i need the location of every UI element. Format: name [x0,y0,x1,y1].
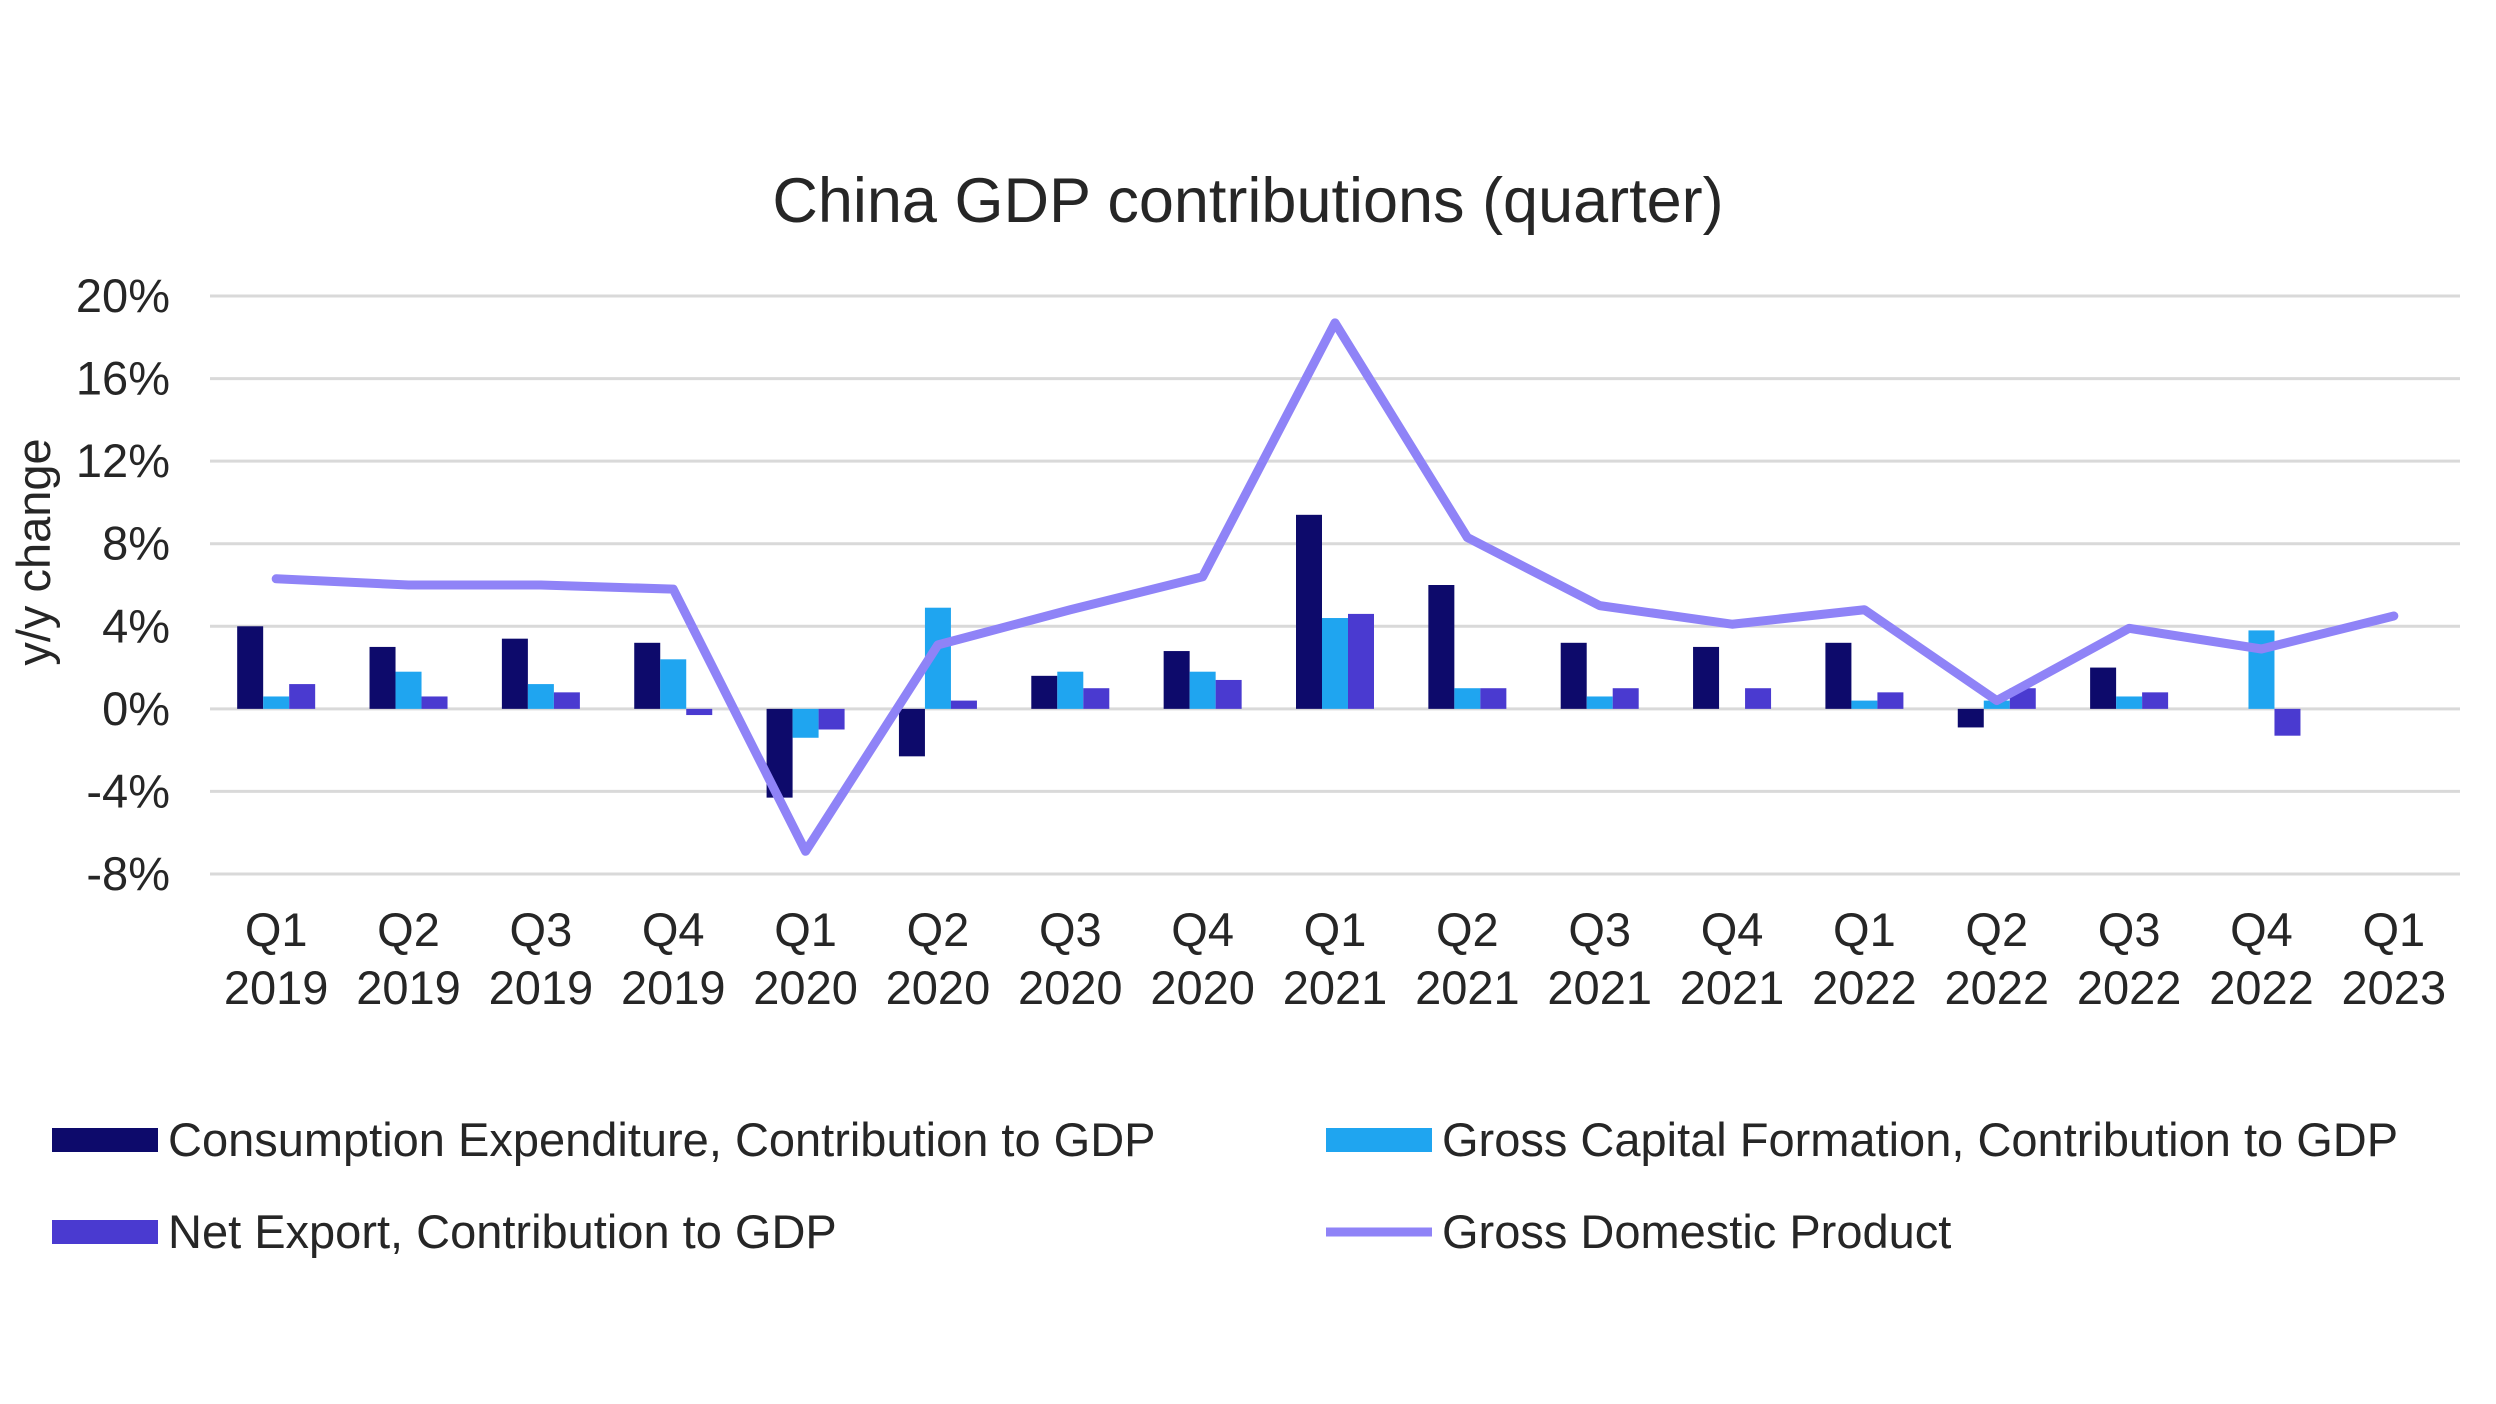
bar [1851,700,1878,709]
y-tick-label: 20% [76,269,170,322]
bar [1189,671,1216,709]
bar [1825,642,1852,709]
x-tick-label: Q4 [642,903,705,956]
legend: Consumption Expenditure, Contribution to… [52,1113,2398,1258]
bar [2090,667,2117,709]
bar [1612,688,1639,709]
legend-label: Net Export, Contribution to GDP [168,1205,837,1258]
x-tick-label: 2022 [2209,961,2314,1014]
x-tick-label: 2020 [886,961,991,1014]
bar [2142,692,2169,709]
y-tick-label: -4% [86,764,170,817]
x-tick-label: Q4 [1701,903,1764,956]
series-line [271,318,2399,856]
x-tick-label: 2020 [1018,961,1123,1014]
bar [1322,618,1348,709]
legend-swatch [52,1220,158,1244]
x-tick-label: Q2 [1965,903,2028,956]
bar [1031,675,1058,709]
x-tick-label: Q3 [1039,903,1102,956]
y-axis-ticks: -8% -4% 0% 4% 8% 12% 16% 20% [76,269,170,900]
bar [1215,679,1242,709]
bar-series [237,514,2301,798]
bar [660,659,687,709]
gdp-line-series [271,318,2399,856]
legend-swatch [52,1128,158,1152]
x-tick-label: 2020 [753,961,858,1014]
x-tick-label: Q4 [2230,903,2293,956]
bar [1480,688,1507,709]
x-tick-label: Q1 [1304,903,1367,956]
bar [501,638,528,709]
legend-label: Gross Capital Formation, Contribution to… [1442,1113,2398,1166]
x-tick-label: 2021 [1283,961,1388,1014]
x-tick-label: Q1 [245,903,308,956]
legend-label: Gross Domestic Product [1442,1205,1951,1258]
x-tick-label: 2021 [1680,961,1785,1014]
x-tick-label: 2019 [356,961,461,1014]
bar [1083,688,1110,709]
bar [1057,671,1084,709]
bar [1586,696,1613,709]
bar [1560,642,1587,709]
chart-title: China GDP contributions (quarter) [772,166,1723,236]
bar [792,708,819,738]
x-tick-label: 2022 [1944,961,2049,1014]
x-tick-label: Q1 [1833,903,1896,956]
bar [634,642,661,709]
x-tick-label: Q3 [1568,903,1631,956]
x-tick-label: 2019 [621,961,726,1014]
x-tick-label: Q1 [2362,903,2425,956]
bar [1454,688,1481,709]
x-tick-label: Q4 [1171,903,1234,956]
bar [395,671,422,709]
y-tick-label: 16% [76,352,170,405]
x-tick-label: 2019 [489,961,594,1014]
bar [237,626,264,709]
bar [1693,646,1720,709]
bar [1163,651,1190,709]
bar [369,646,396,709]
legend-label: Consumption Expenditure, Contribution to… [168,1113,1156,1166]
y-tick-label: 8% [102,517,170,570]
bar [1957,708,1984,728]
bar [818,708,845,730]
x-tick-label: Q3 [2098,903,2161,956]
y-tick-label: -8% [86,847,170,900]
x-tick-label: Q3 [510,903,573,956]
x-tick-label: Q1 [774,903,837,956]
bar [2116,696,2143,709]
y-tick-label: 4% [102,599,170,652]
bar [1296,514,1322,709]
bar [1428,585,1455,709]
bar [553,692,580,709]
bar [1877,692,1904,709]
y-tick-label: 0% [102,682,170,735]
x-tick-label: 2020 [1150,961,1255,1014]
bar [289,684,316,709]
x-tick-label: 2021 [1415,961,1520,1014]
bar [950,700,977,709]
legend-swatch [1326,1128,1432,1152]
bar [1745,688,1772,709]
y-axis-label: y/y change [7,438,60,665]
y-tick-label: 12% [76,434,170,487]
x-tick-label: 2022 [1812,961,1917,1014]
bar [2274,708,2301,736]
x-tick-label: Q2 [907,903,970,956]
x-tick-label: 2022 [2077,961,2182,1014]
x-axis-categories: Q12019Q22019Q32019Q42019Q12020Q22020Q320… [224,903,2446,1014]
x-tick-label: 2019 [224,961,329,1014]
bar [686,708,713,716]
bar [527,684,554,709]
bar [1348,613,1374,709]
x-tick-label: Q2 [377,903,440,956]
bar [421,696,448,709]
bar [898,708,925,757]
x-tick-label: 2021 [1547,961,1652,1014]
x-tick-label: Q2 [1436,903,1499,956]
x-tick-label: 2023 [2342,961,2447,1014]
bar [263,696,290,709]
